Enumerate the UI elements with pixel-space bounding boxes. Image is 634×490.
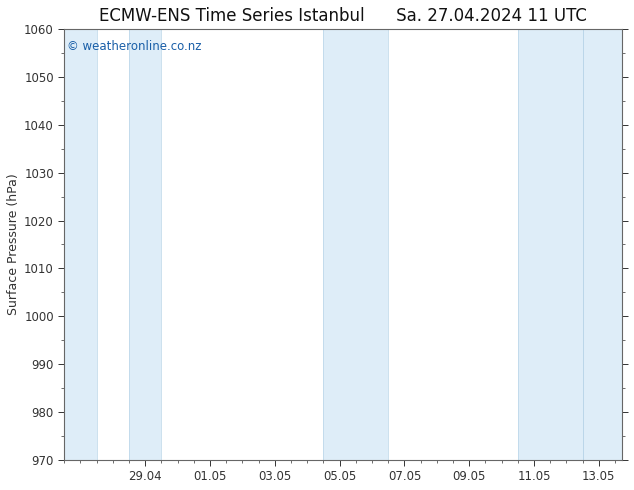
Bar <box>64 29 96 460</box>
Bar <box>323 29 388 460</box>
Text: © weatheronline.co.nz: © weatheronline.co.nz <box>67 40 202 53</box>
Bar <box>518 29 583 460</box>
Bar <box>583 29 621 460</box>
Title: ECMW-ENS Time Series Istanbul      Sa. 27.04.2024 11 UTC: ECMW-ENS Time Series Istanbul Sa. 27.04.… <box>99 7 587 25</box>
Y-axis label: Surface Pressure (hPa): Surface Pressure (hPa) <box>7 173 20 316</box>
Bar <box>129 29 162 460</box>
